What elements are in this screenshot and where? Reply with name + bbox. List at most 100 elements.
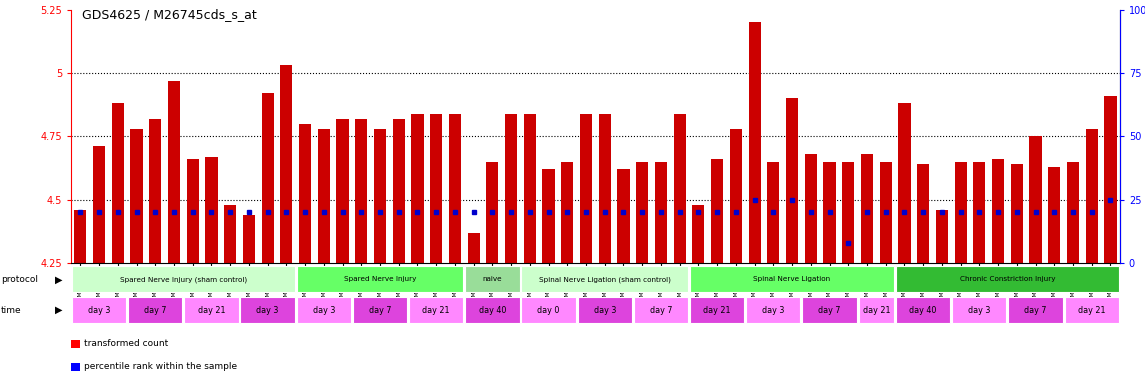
Bar	[637, 162, 648, 263]
Bar	[465, 297, 520, 323]
Text: day 21: day 21	[423, 306, 450, 314]
Bar	[187, 159, 199, 263]
Bar	[393, 119, 405, 263]
Bar	[843, 162, 854, 263]
Text: day 7: day 7	[649, 306, 672, 314]
Bar	[749, 22, 760, 263]
Bar	[1067, 162, 1079, 263]
Bar	[224, 205, 236, 263]
Bar	[767, 162, 780, 263]
Text: day 3: day 3	[256, 306, 279, 314]
Text: day 7: day 7	[144, 306, 166, 314]
Bar	[803, 297, 856, 323]
Text: day 7: day 7	[1025, 306, 1047, 314]
Text: day 21: day 21	[198, 306, 226, 314]
Text: day 3: day 3	[969, 306, 990, 314]
Bar	[112, 103, 124, 263]
Bar	[581, 114, 592, 263]
Text: day 40: day 40	[909, 306, 937, 314]
Text: time: time	[1, 306, 22, 314]
Bar	[897, 297, 950, 323]
Bar	[1085, 129, 1098, 263]
Bar	[465, 266, 520, 292]
Bar	[243, 215, 255, 263]
Bar	[168, 81, 180, 263]
Bar	[261, 93, 274, 263]
Bar	[411, 114, 424, 263]
Text: Spared Nerve Injury: Spared Nerve Injury	[344, 276, 416, 282]
Text: day 3: day 3	[313, 306, 335, 314]
Bar	[353, 297, 408, 323]
Bar	[1065, 297, 1119, 323]
Text: GDS4625 / M26745cds_s_at: GDS4625 / M26745cds_s_at	[82, 8, 258, 21]
Bar	[505, 114, 518, 263]
Bar	[1048, 167, 1060, 263]
Bar	[355, 119, 368, 263]
Bar	[693, 205, 704, 263]
Text: Chronic Constriction Injury: Chronic Constriction Injury	[960, 276, 1056, 282]
Text: day 7: day 7	[369, 306, 392, 314]
Text: day 21: day 21	[703, 306, 731, 314]
Bar	[673, 114, 686, 263]
Text: day 21: day 21	[862, 306, 890, 314]
Text: day 3: day 3	[593, 306, 616, 314]
Bar	[1011, 164, 1022, 263]
Bar	[131, 129, 143, 263]
Bar	[72, 297, 126, 323]
Bar	[521, 266, 688, 292]
Bar	[523, 114, 536, 263]
Text: transformed count: transformed count	[84, 339, 168, 348]
Bar	[973, 162, 986, 263]
Text: day 7: day 7	[819, 306, 840, 314]
Bar	[337, 119, 348, 263]
Text: percentile rank within the sample: percentile rank within the sample	[84, 362, 237, 371]
Bar	[577, 297, 632, 323]
Bar	[128, 297, 182, 323]
Bar	[299, 124, 311, 263]
Text: day 0: day 0	[537, 306, 560, 314]
Bar	[184, 297, 238, 323]
Bar	[561, 162, 574, 263]
Bar	[711, 159, 724, 263]
Bar	[805, 154, 816, 263]
Text: protocol: protocol	[1, 275, 38, 284]
Bar	[1105, 96, 1116, 263]
Bar	[281, 65, 292, 263]
Bar	[861, 154, 872, 263]
Bar	[879, 162, 892, 263]
Bar	[634, 297, 688, 323]
Bar	[318, 129, 330, 263]
Bar	[617, 169, 630, 263]
Bar	[599, 114, 610, 263]
Bar	[690, 297, 744, 323]
Bar	[93, 146, 105, 263]
Text: naive: naive	[482, 276, 503, 282]
Bar	[729, 129, 742, 263]
Bar	[297, 297, 352, 323]
Bar	[992, 159, 1004, 263]
Bar	[935, 210, 948, 263]
Bar	[487, 162, 498, 263]
Bar	[899, 103, 910, 263]
Bar	[897, 266, 1119, 292]
Text: Spared Nerve Injury (sham control): Spared Nerve Injury (sham control)	[120, 276, 247, 283]
Bar	[240, 297, 294, 323]
Bar	[543, 169, 554, 263]
Text: ▶: ▶	[55, 274, 63, 285]
Bar	[467, 233, 480, 263]
Text: day 3: day 3	[88, 306, 110, 314]
Bar	[74, 210, 86, 263]
Bar	[409, 297, 464, 323]
Bar	[72, 266, 294, 292]
Text: day 3: day 3	[763, 306, 784, 314]
Bar	[374, 129, 386, 263]
Bar	[297, 266, 464, 292]
Bar	[1029, 136, 1042, 263]
Bar	[955, 162, 966, 263]
Text: ▶: ▶	[55, 305, 63, 315]
Bar	[690, 266, 894, 292]
Bar	[149, 119, 161, 263]
Bar	[521, 297, 576, 323]
Bar	[953, 297, 1006, 323]
Text: day 40: day 40	[479, 306, 506, 314]
